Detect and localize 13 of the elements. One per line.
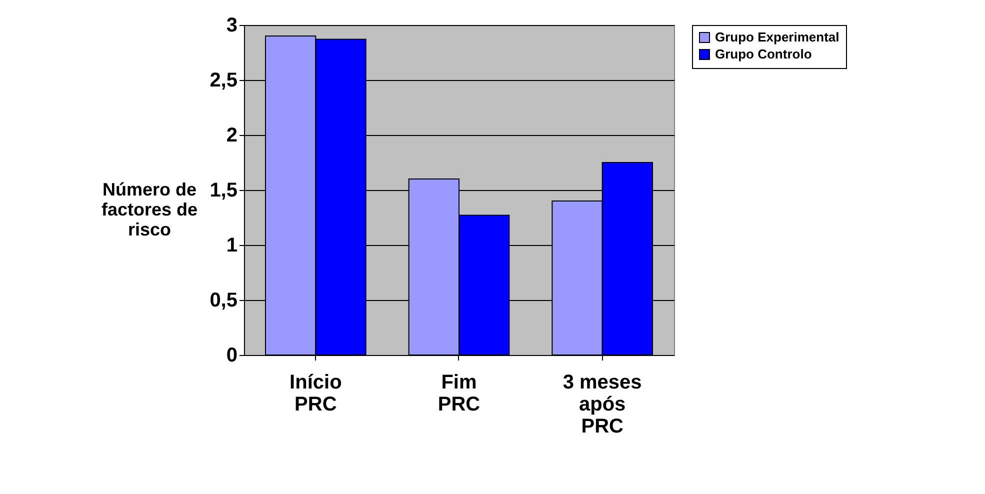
y-tick-label: 2,5 — [210, 70, 238, 92]
y-tick-label: 3 — [226, 14, 238, 36]
y-tick-label: 0 — [226, 344, 238, 366]
y-tick-label: 0,5 — [210, 290, 238, 312]
legend-label: Grupo Experimental — [715, 30, 840, 44]
y-axis-title: Número de factores de risco — [101, 180, 198, 240]
y-tick-label: 1 — [226, 234, 238, 256]
y-tick-label: 1,5 — [210, 180, 238, 202]
legend-label: Grupo Controlo — [715, 46, 812, 62]
x-tick-label: Início PRC — [290, 372, 342, 416]
x-tick-label: Fim PRC — [438, 372, 480, 416]
y-tick-label: 2 — [226, 124, 238, 146]
x-tick-label: 3 meses após PRC — [562, 372, 642, 438]
